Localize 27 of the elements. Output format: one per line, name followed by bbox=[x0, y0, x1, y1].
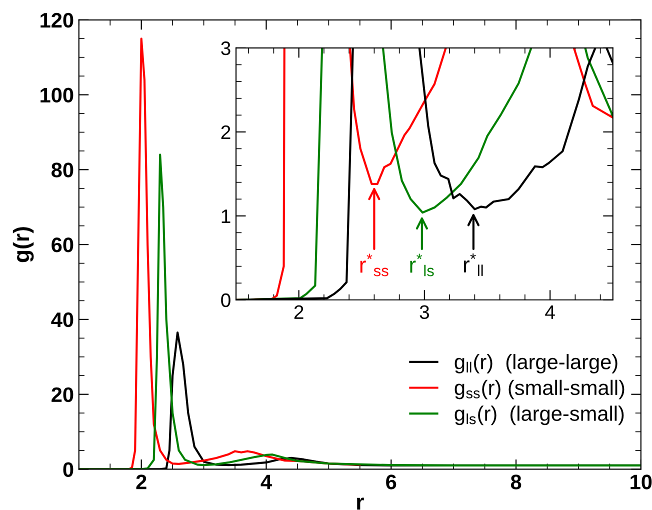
annotation: r$^{*}$$_{ls}$ bbox=[410, 254, 434, 276]
y-tick-label: 60 bbox=[52, 238, 74, 252]
y-tick-label: 0 bbox=[221, 293, 230, 308]
annotation: r$^{*}$$_{ll}$ bbox=[464, 253, 483, 276]
x-tick-label: 6 bbox=[386, 474, 396, 490]
legend-label: g$_{ss}$(r) (small-small) bbox=[454, 380, 624, 400]
x-tick-label: 3 bbox=[420, 305, 430, 320]
y-tick-label: 80 bbox=[52, 162, 74, 178]
x-axis-title: r bbox=[357, 498, 364, 510]
x-tick-label: 10 bbox=[630, 474, 652, 490]
y-tick-label: 100 bbox=[40, 88, 74, 103]
annotation: r$^{*}$$_{ss}$ bbox=[360, 254, 388, 276]
y-tick-label: 1 bbox=[222, 210, 230, 223]
y-tick-label: 20 bbox=[52, 387, 74, 402]
y-tick-label: 40 bbox=[51, 312, 74, 328]
y-tick-label: 0 bbox=[63, 462, 74, 477]
y-tick-label: 3 bbox=[221, 41, 230, 56]
x-tick-label: 4 bbox=[545, 305, 555, 319]
x-tick-label: 2 bbox=[294, 305, 304, 319]
y-axis-title: g(r) bbox=[12, 227, 34, 262]
x-tick-label: 8 bbox=[510, 474, 522, 490]
x-tick-label: 2 bbox=[136, 474, 146, 490]
y-tick-label: 120 bbox=[40, 12, 74, 28]
y-tick-label: 2 bbox=[221, 125, 230, 139]
legend-label: g$_{ll}$(r) (large-large) bbox=[454, 354, 618, 374]
legend-label: g$_{ls}$(r) (large-small) bbox=[454, 406, 624, 426]
x-tick-label: 4 bbox=[260, 474, 272, 490]
